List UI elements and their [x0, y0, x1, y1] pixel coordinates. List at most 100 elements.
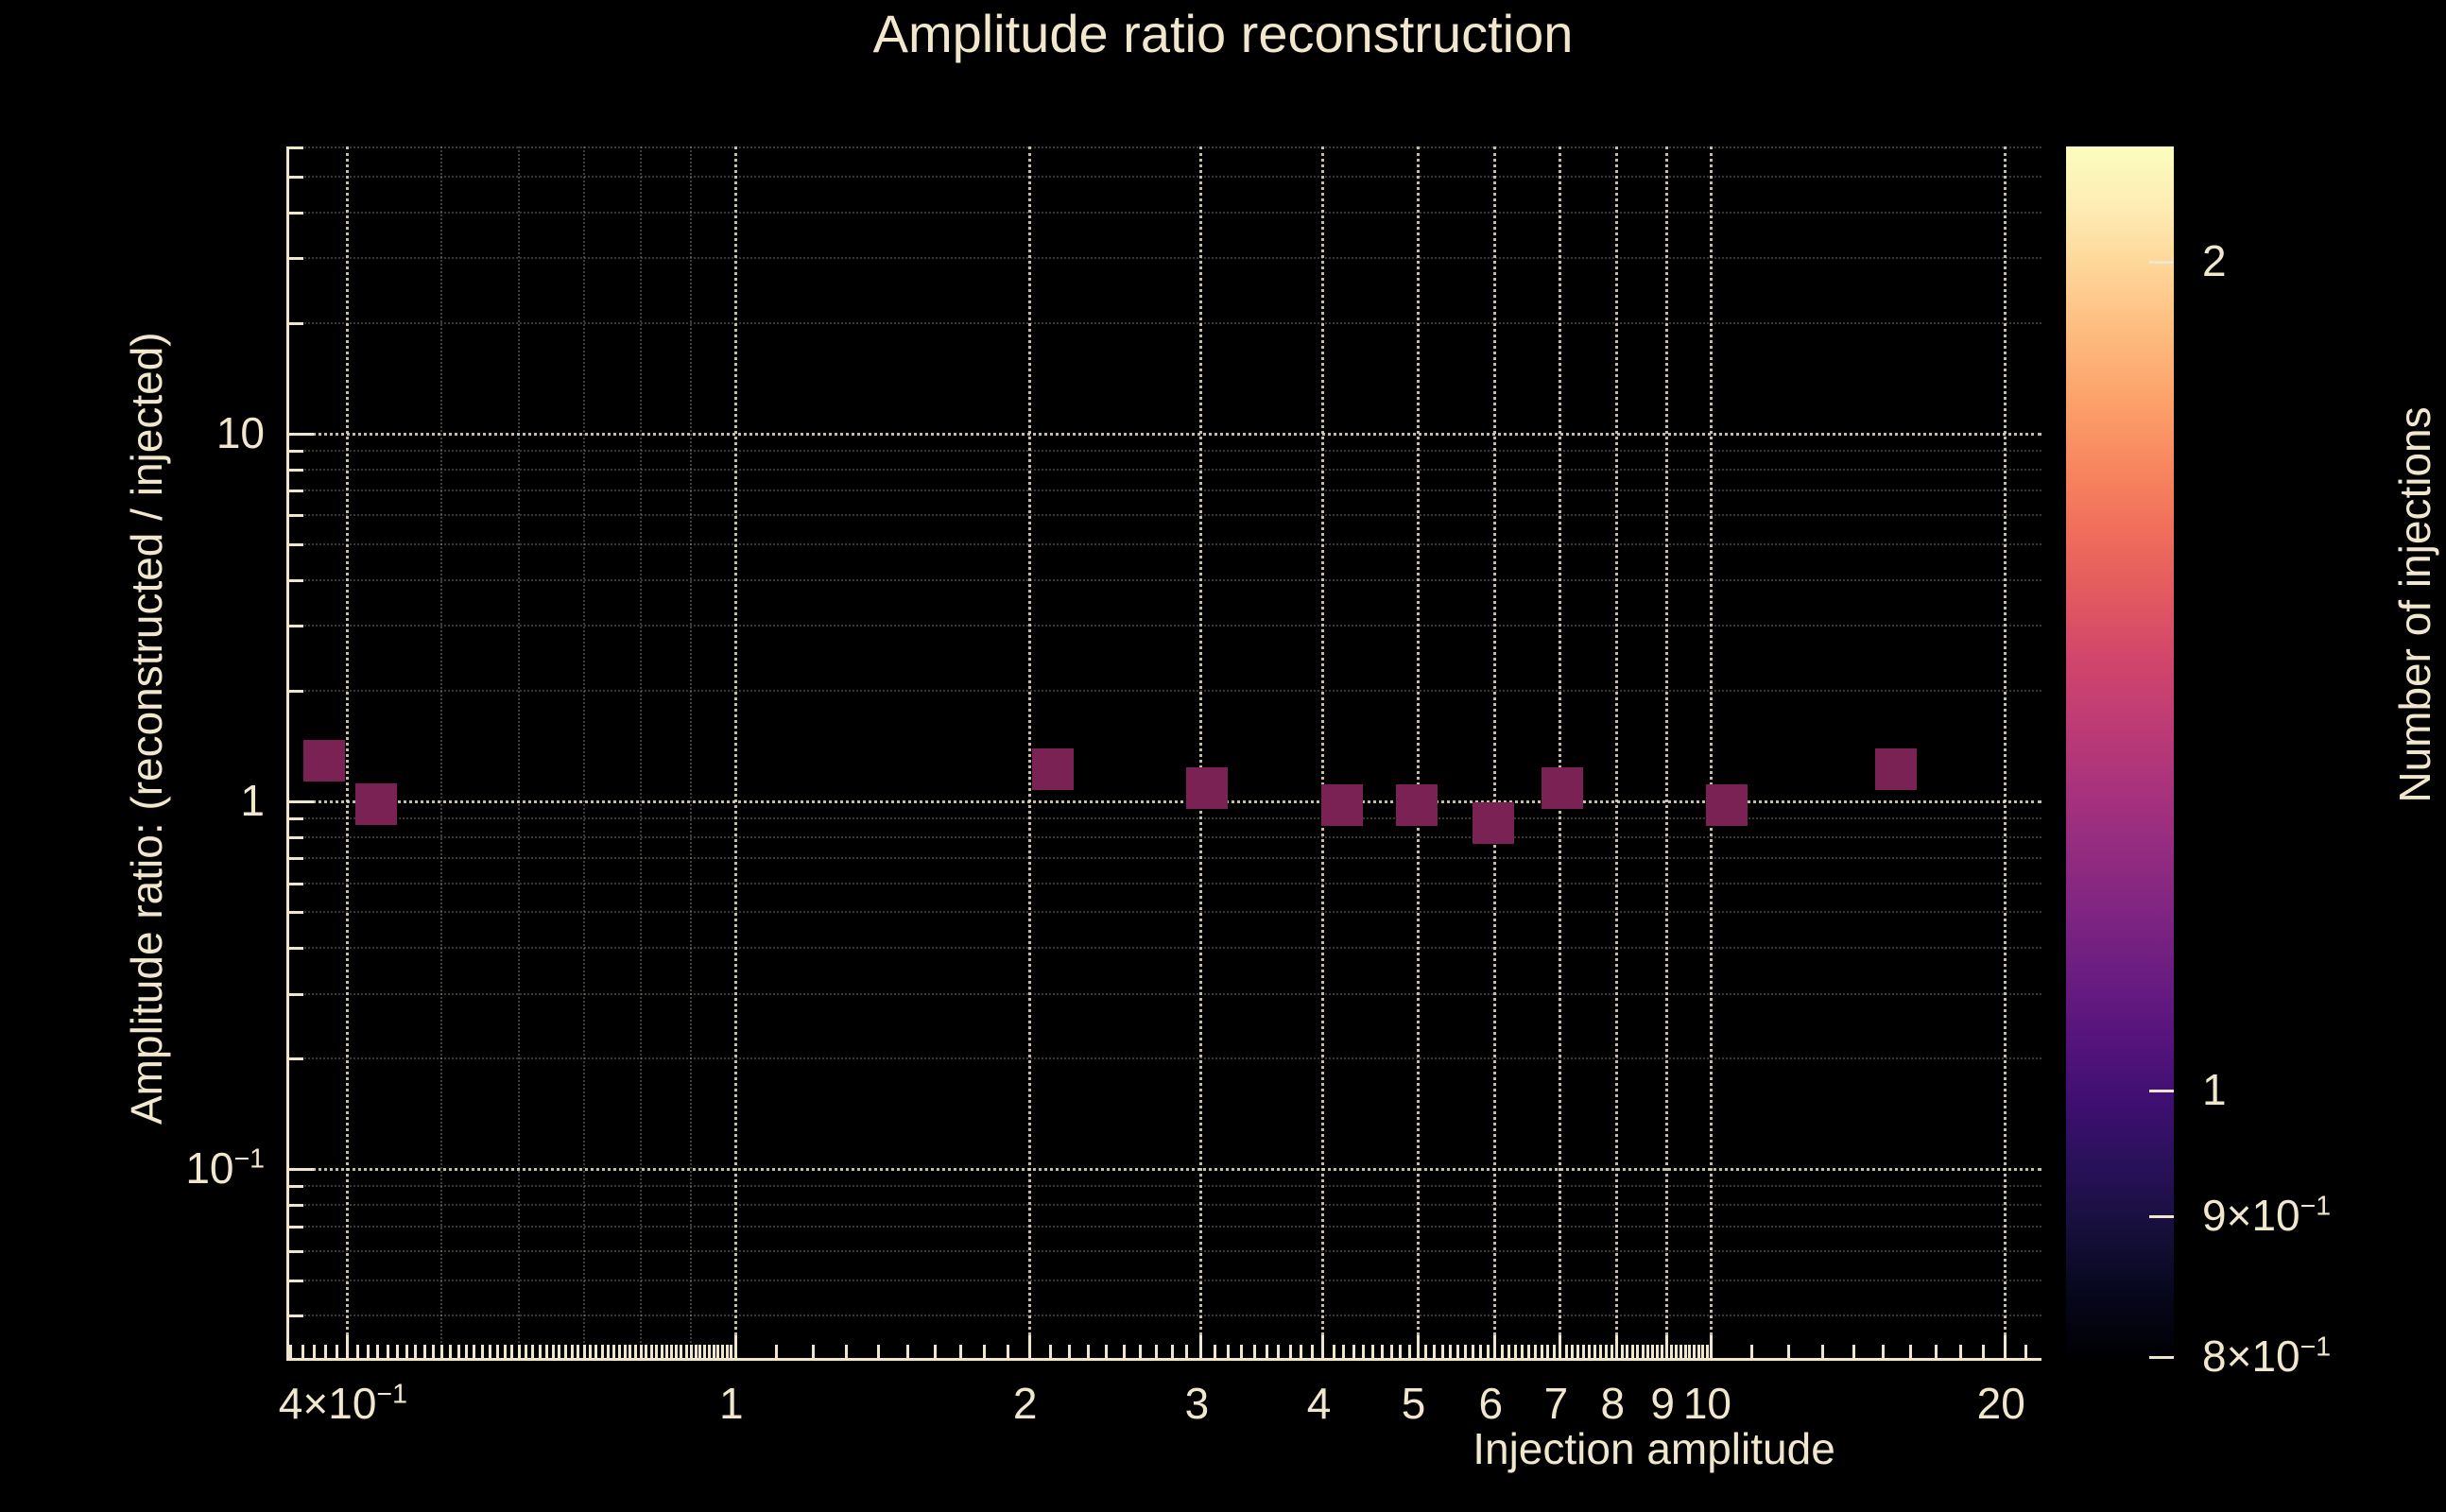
data-cell	[1185, 767, 1228, 810]
x-tick-mark	[1389, 1345, 1393, 1358]
x-tick-mark	[1559, 1335, 1562, 1358]
x-tick-mark	[689, 1345, 693, 1358]
y-tick-mark	[289, 800, 314, 804]
data-cell	[355, 782, 398, 825]
x-tick-label: 1	[719, 1379, 744, 1428]
x-tick-mark	[1693, 1345, 1697, 1358]
x-tick-mark	[712, 1345, 715, 1358]
y-tick-mark	[289, 1057, 303, 1061]
x-tick-mark	[1472, 1345, 1475, 1358]
y-tick-mark	[289, 1185, 303, 1189]
x-tick-mark	[564, 1345, 568, 1358]
y-tick-label: 10	[215, 407, 265, 457]
x-tick-mark	[395, 1345, 399, 1358]
x-tick-mark	[570, 1345, 574, 1358]
x-tick-mark	[1449, 1345, 1453, 1358]
colorbar	[2066, 146, 2174, 1359]
x-tick-mark	[1399, 1345, 1403, 1358]
colorbar-tick-mark	[2149, 1089, 2174, 1092]
x-tick-mark	[558, 1345, 561, 1358]
grid-line-horizontal	[289, 816, 2041, 819]
x-tick-mark	[639, 1345, 643, 1358]
y-tick-mark	[289, 1314, 303, 1318]
x-tick-mark	[1122, 1345, 1126, 1358]
grid-line-horizontal	[289, 146, 2041, 148]
x-tick-mark	[1321, 1335, 1325, 1358]
x-tick-mark	[708, 1345, 712, 1358]
x-tick-mark	[1750, 1345, 1754, 1358]
grid-line-vertical	[1199, 146, 1203, 1358]
x-tick-mark	[1240, 1345, 1244, 1358]
x-tick-label: 3	[1184, 1379, 1210, 1428]
y-tick-mark	[289, 1168, 314, 1172]
x-tick-mark	[473, 1345, 476, 1358]
x-tick-label: 5	[1401, 1379, 1426, 1428]
y-tick-label: 1	[240, 776, 265, 826]
x-tick-mark	[335, 1345, 338, 1358]
x-tick-mark	[600, 1345, 604, 1358]
x-tick-mark	[531, 1345, 535, 1358]
x-tick-mark	[1479, 1345, 1483, 1358]
grid-line-horizontal	[289, 882, 2041, 885]
x-tick-mark	[1546, 1345, 1550, 1358]
x-tick-mark	[958, 1345, 962, 1358]
x-tick-mark	[670, 1345, 674, 1358]
colorbar-tick-mark	[2149, 260, 2174, 264]
x-tick-mark	[1332, 1345, 1335, 1358]
x-tick-mark	[1852, 1345, 1856, 1358]
x-tick-mark	[1582, 1345, 1586, 1358]
x-tick-label: 2	[1012, 1379, 1038, 1428]
grid-line-vertical	[582, 146, 585, 1358]
x-tick-mark	[355, 1345, 359, 1358]
x-tick-mark	[774, 1345, 778, 1358]
x-tick-mark	[1626, 1345, 1629, 1358]
grid-line-horizontal	[289, 800, 2041, 804]
x-tick-mark	[1199, 1335, 1203, 1358]
x-tick-mark	[698, 1345, 702, 1358]
x-tick-mark	[1641, 1345, 1645, 1358]
y-tick-mark	[289, 432, 314, 436]
data-cell	[302, 740, 345, 782]
x-tick-mark	[1599, 1345, 1603, 1358]
x-tick-mark	[1507, 1345, 1511, 1358]
x-tick-mark	[1493, 1335, 1497, 1358]
x-tick-mark	[1527, 1345, 1531, 1358]
colorbar-tick-label: 9×10−1	[2202, 1190, 2332, 1240]
x-axis-title: Injection amplitude	[1473, 1424, 1835, 1473]
x-tick-mark	[517, 1345, 521, 1358]
x-tick-mark	[538, 1345, 542, 1358]
data-cell	[1395, 784, 1438, 827]
x-tick-mark	[1311, 1345, 1315, 1358]
grid-line-horizontal	[289, 1185, 2041, 1188]
x-tick-mark	[680, 1345, 683, 1358]
x-tick-mark	[1697, 1345, 1700, 1358]
y-tick-mark	[289, 146, 303, 149]
x-tick-mark	[488, 1345, 491, 1358]
y-tick-mark	[289, 257, 303, 261]
x-tick-mark	[1787, 1345, 1791, 1358]
grid-line-horizontal	[289, 947, 2041, 950]
y-tick-mark	[289, 947, 303, 951]
x-tick-mark	[1227, 1345, 1231, 1358]
x-tick-mark	[1214, 1345, 1217, 1358]
y-tick-mark	[289, 578, 303, 582]
x-tick-mark	[366, 1345, 370, 1358]
x-tick-mark	[1381, 1345, 1385, 1358]
x-tick-mark	[1265, 1345, 1268, 1358]
x-tick-label: 4×10−1	[278, 1379, 407, 1428]
x-tick-mark	[1683, 1345, 1687, 1358]
grid-line-horizontal	[289, 857, 2041, 860]
grid-line-horizontal	[289, 1314, 2041, 1317]
x-tick-mark	[1604, 1345, 1608, 1358]
x-tick-mark	[660, 1345, 663, 1358]
x-tick-mark	[730, 1345, 733, 1358]
x-tick-mark	[1027, 1335, 1031, 1358]
colorbar-tick-mark	[2149, 1356, 2174, 1359]
x-tick-mark	[811, 1345, 815, 1358]
grid-line-horizontal	[289, 211, 2041, 214]
x-tick-mark	[703, 1345, 707, 1358]
grid-line-horizontal	[289, 1279, 2041, 1281]
grid-line-horizontal	[289, 468, 2041, 471]
colorbar-title: Number of injections	[2390, 406, 2439, 803]
x-tick-mark	[376, 1345, 380, 1358]
